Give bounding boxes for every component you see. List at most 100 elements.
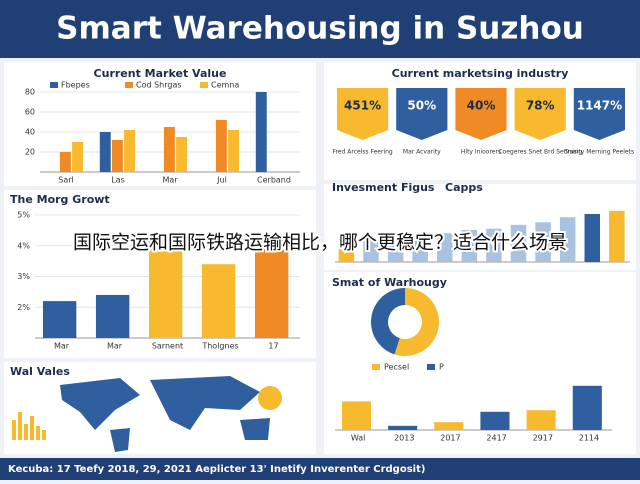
bar: [338, 236, 355, 262]
kpi-tile: [455, 88, 507, 140]
y-tick-label: 5%: [17, 211, 30, 220]
kpi-label: Coegeres Snet Brd Setvsing: [498, 149, 582, 156]
kpi-label: Mar Acvarity: [403, 149, 441, 156]
bar: [72, 142, 83, 172]
x-tick-label: 17: [268, 342, 278, 351]
x-tick-label: 2114: [579, 434, 599, 443]
kpi-value: 78%: [526, 99, 555, 113]
bar: [124, 130, 135, 172]
legend-swatch: [427, 364, 435, 370]
x-tick-label: Cerband: [257, 176, 291, 185]
bar: [99, 132, 111, 172]
bar: [42, 301, 77, 338]
pie-slice: [371, 288, 405, 355]
kpi-value: 40%: [467, 99, 496, 113]
x-tick-label: Mar: [54, 342, 70, 351]
bar: [163, 127, 175, 172]
header-band: [0, 0, 640, 58]
bar: [412, 237, 428, 262]
x-tick-label: Mar: [162, 176, 178, 185]
bar: [437, 233, 453, 262]
bar: [176, 137, 187, 172]
legend-label: Cemna: [211, 81, 239, 90]
x-tick-label: Sarl: [58, 176, 74, 185]
bar: [255, 92, 267, 172]
kpi-label: Trasity Merning Peelets: [564, 149, 634, 156]
x-tick-label: 2417: [486, 434, 506, 443]
x-tick-label: Mar: [107, 342, 123, 351]
panel-title: Current marketsing industry: [392, 67, 569, 80]
legend-label: Fbepes: [61, 81, 90, 90]
bar: [535, 222, 551, 262]
panel-title: Wal Vales: [10, 365, 70, 378]
legend-swatch: [50, 82, 58, 88]
kpi-tile: [337, 88, 389, 140]
bar: [486, 228, 502, 262]
kpi-value: 451%: [344, 99, 381, 113]
legend-swatch: [125, 82, 133, 88]
panel-title: The Morg Growt: [10, 193, 110, 206]
x-tick-label: Tholgnes: [201, 342, 238, 351]
footer-text: Kecuba: 17 Teefy 2018, 29, 2021 Aeplicte…: [8, 464, 425, 475]
legend-label: Cod Shrgas: [136, 81, 182, 90]
y-tick-label: 60: [25, 108, 35, 117]
kpi-label: Hlty Inioorers: [461, 149, 501, 156]
y-tick-label: 20: [25, 148, 35, 157]
kpi-value: 50%: [407, 99, 436, 113]
bar: [201, 264, 236, 338]
bar: [609, 210, 625, 262]
bar: [584, 214, 601, 262]
x-tick-label: 2013: [394, 434, 414, 443]
legend-label: Pecsel: [384, 363, 409, 372]
kpi-label: Fred Arcelss Feering: [332, 149, 392, 156]
header-title: Smart Warehousing in Suzhou: [56, 11, 584, 47]
bar: [215, 120, 227, 172]
panel-subtitle: Capps: [445, 181, 483, 194]
bar: [59, 152, 71, 172]
x-tick-label: Las: [111, 176, 125, 185]
panel-title: Smat of Warhougy: [332, 276, 447, 289]
bar: [387, 242, 404, 262]
charts: 20 40 60 80 Sarl Las Mar Jul Cerband Fbepes Cod Sh…: [17, 81, 634, 443]
x-tick-label: 2917: [533, 434, 553, 443]
legend-swatch: [372, 364, 380, 370]
legend-label: P: [439, 363, 444, 372]
x-tick-label: 2017: [440, 434, 460, 443]
y-tick-label: 4%: [17, 241, 30, 250]
kpi-tile: [573, 88, 625, 140]
world-map: [60, 376, 270, 452]
bar: [254, 239, 289, 338]
y-tick-label: 40: [25, 128, 35, 137]
donut-hole: [388, 305, 422, 339]
bar: [526, 410, 556, 430]
bar: [341, 401, 372, 430]
bar: [148, 239, 183, 338]
bar: [510, 224, 527, 262]
bar: [480, 411, 510, 430]
y-tick-label: 3%: [17, 272, 30, 281]
bar: [559, 217, 576, 262]
panel-title: Invesment Figus: [332, 181, 435, 194]
legend-swatch: [200, 82, 208, 88]
y-tick-label: 80: [25, 88, 35, 97]
bar: [95, 294, 130, 338]
map-bars: [12, 412, 46, 440]
bar: [572, 385, 602, 430]
bar: [461, 230, 478, 262]
bar: [228, 130, 239, 172]
kpi-tile: [514, 88, 566, 140]
map-marker: [258, 386, 282, 410]
panel-title: Current Market Value: [94, 67, 227, 80]
y-tick-label: 2%: [17, 303, 30, 312]
bar: [434, 422, 464, 430]
x-tick-label: Wal: [351, 434, 366, 443]
kpi-tile: [396, 88, 448, 140]
x-tick-label: Sarnent: [152, 342, 183, 351]
bar: [388, 425, 418, 430]
footer-band: [0, 458, 640, 480]
kpi-value: 1147%: [577, 99, 622, 113]
bar: [363, 239, 379, 262]
bar: [111, 140, 123, 172]
caption: 国际空运和国际铁路运输相比，哪个更稳定？适合什么场景: [73, 232, 567, 254]
